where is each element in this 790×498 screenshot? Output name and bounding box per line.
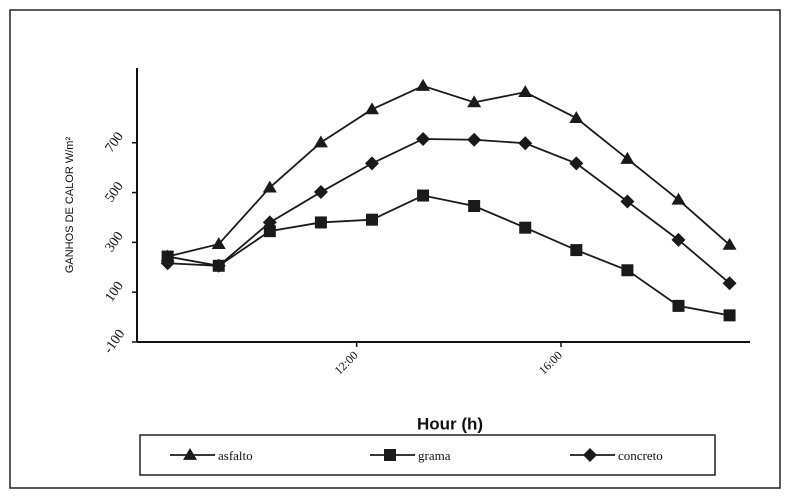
legend-marker — [384, 449, 396, 461]
x-tick-label: 12:00 — [331, 348, 360, 377]
marker — [313, 185, 328, 200]
legend-box — [139, 434, 716, 476]
marker — [620, 194, 635, 209]
legend-marker — [183, 448, 197, 460]
marker — [262, 215, 277, 230]
marker — [313, 135, 328, 148]
marker — [518, 85, 533, 98]
series-line — [167, 194, 730, 317]
marker — [723, 309, 736, 322]
legend-label: grama — [418, 448, 451, 463]
marker — [314, 216, 327, 229]
marker — [569, 156, 584, 171]
marker — [722, 237, 737, 250]
marker — [569, 111, 584, 123]
marker — [621, 264, 634, 277]
marker — [364, 156, 379, 171]
y-axis-title: GANHOS DE CALOR W/m² — [64, 137, 76, 274]
marker — [467, 95, 482, 108]
x-axis-title: Hour (h) — [417, 414, 483, 433]
y-tick-label: 300 — [103, 229, 127, 255]
marker — [365, 213, 378, 226]
marker — [364, 102, 379, 115]
y-tick-label: 700 — [103, 130, 127, 156]
x-tick-label: 16:00 — [536, 348, 565, 377]
marker — [211, 258, 226, 273]
marker — [671, 192, 686, 205]
legend-marker — [583, 448, 597, 462]
series-line — [167, 84, 731, 258]
y-tick-label: 500 — [103, 179, 127, 205]
marker — [262, 180, 277, 193]
frame — [9, 9, 781, 489]
legend-label: concreto — [618, 448, 663, 463]
y-tick-label: 100 — [103, 279, 127, 305]
marker — [467, 132, 482, 147]
marker — [416, 131, 431, 146]
marker — [620, 151, 635, 164]
marker — [416, 78, 431, 91]
y-tick-label: -100 — [101, 327, 128, 357]
marker — [468, 199, 481, 212]
marker — [211, 237, 226, 250]
series-line — [167, 138, 731, 284]
marker — [722, 276, 737, 291]
marker — [263, 225, 276, 238]
marker — [672, 299, 685, 312]
marker — [671, 232, 686, 247]
marker — [518, 136, 533, 151]
marker — [160, 256, 175, 271]
marker — [570, 244, 583, 257]
legend-label: asfalto — [218, 448, 253, 463]
marker — [417, 189, 430, 202]
marker — [519, 221, 532, 234]
